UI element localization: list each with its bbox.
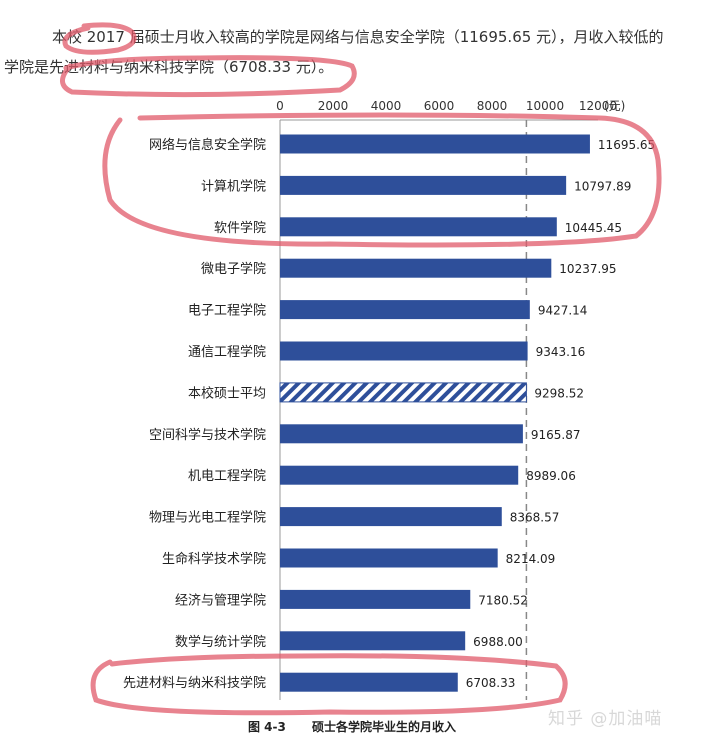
x-tick-label: 2000 — [318, 99, 349, 113]
highlight-ring-top-three — [102, 112, 662, 248]
x-tick-label: 0 — [276, 99, 284, 113]
bar — [280, 217, 557, 237]
bar — [280, 300, 530, 320]
bar — [280, 631, 466, 651]
category-label: 空间科学与技术学院 — [149, 427, 266, 443]
bar — [280, 589, 471, 609]
category-label: 经济与管理学院 — [175, 592, 266, 608]
category-label: 电子工程学院 — [188, 303, 266, 319]
bar — [280, 424, 523, 444]
category-label: 数学与统计学院 — [175, 634, 266, 650]
intro-line-1: 本校 2017 届硕士月收入较高的学院是网络与信息安全学院（11695.65 元… — [52, 28, 664, 46]
x-tick-label: 10000 — [526, 99, 564, 113]
data-label: 8989.06 — [526, 469, 576, 483]
data-label: 10237.95 — [559, 262, 616, 276]
x-tick-label: 12000 — [579, 99, 617, 113]
highlight-ring-intro-lowest — [60, 55, 357, 98]
bar — [280, 134, 590, 154]
category-label: 物理与光电工程学院 — [149, 510, 266, 526]
data-label: 11695.65 — [598, 138, 655, 152]
average-bar — [279, 382, 527, 403]
data-label: 6708.33 — [466, 676, 516, 690]
category-label: 计算机学院 — [201, 178, 266, 194]
data-label: 9298.52 — [534, 386, 584, 400]
category-label: 机电工程学院 — [188, 468, 266, 484]
figure-title: 硕士各学院毕业生的月收入 — [312, 720, 457, 734]
data-label: 9427.14 — [538, 304, 588, 318]
category-label: 微电子学院 — [201, 261, 266, 277]
watermark: 知乎 @加油喵 — [548, 709, 663, 729]
data-label: 10445.45 — [565, 221, 622, 235]
x-tick-label: 6000 — [424, 99, 455, 113]
data-label: 9165.87 — [531, 428, 581, 442]
x-axis-unit: (元) — [604, 99, 625, 113]
data-label: 6988.00 — [473, 635, 523, 649]
category-label: 生命科学技术学院 — [162, 551, 266, 567]
bar — [280, 258, 552, 278]
bar — [280, 341, 528, 361]
category-label: 网络与信息安全学院 — [149, 137, 266, 153]
figure-number: 图 4-3 — [248, 720, 286, 734]
data-label: 8368.57 — [510, 511, 560, 525]
data-label: 9343.16 — [536, 345, 586, 359]
bar — [280, 465, 519, 485]
category-label: 先进材料与纳米科技学院 — [123, 675, 266, 691]
bar — [280, 672, 458, 692]
bar — [280, 175, 567, 195]
category-label: 本校硕士平均 — [188, 385, 266, 401]
data-label: 7180.52 — [478, 593, 528, 607]
data-label: 8214.09 — [506, 552, 556, 566]
category-label: 通信工程学院 — [188, 344, 266, 360]
bar — [280, 548, 498, 568]
highlight-ring-intro-start — [62, 22, 137, 55]
highlight-ring-lowest — [90, 653, 568, 716]
category-label: 软件学院 — [214, 220, 266, 236]
data-label: 10797.89 — [574, 179, 631, 193]
bar — [280, 507, 502, 527]
x-tick-label: 4000 — [371, 99, 402, 113]
x-tick-label: 8000 — [477, 99, 508, 113]
